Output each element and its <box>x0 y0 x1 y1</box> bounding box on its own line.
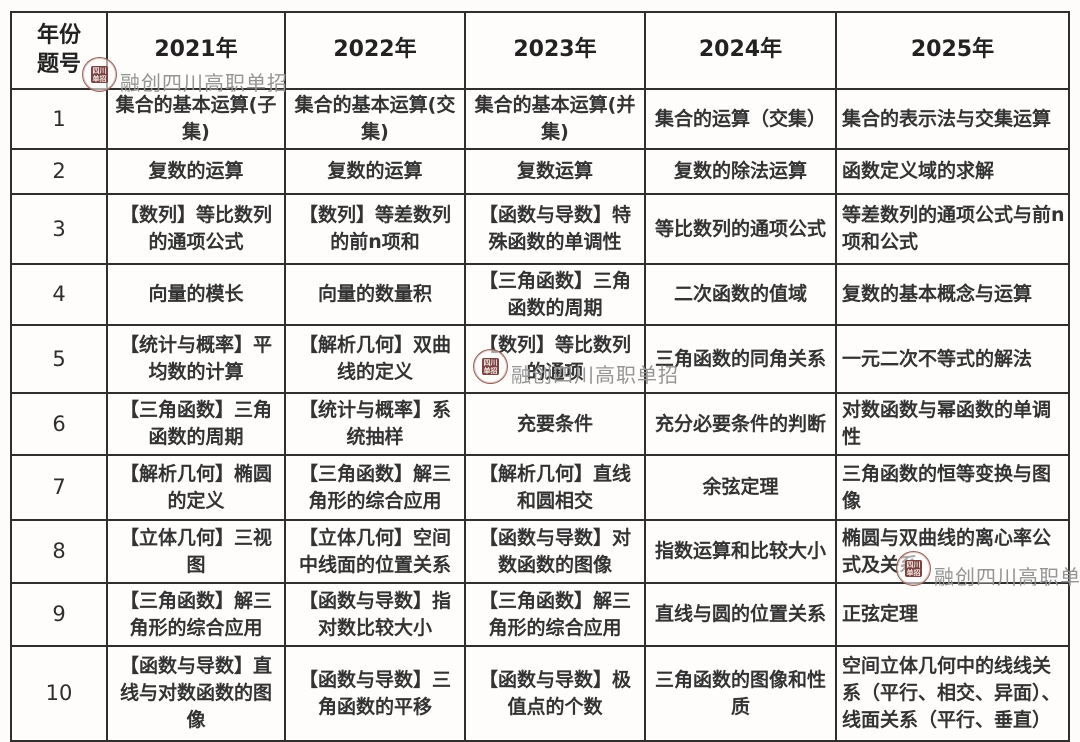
topic-cell: 【数列】等比数列的通项 <box>464 324 646 394</box>
table-row: 4 向量的模长 向量的数量积 【三角函数】三角函数的周期 二次函数的值域 复数的基本概念与… <box>10 263 1070 326</box>
year-header-2022: 2022年 <box>284 11 466 90</box>
topic-cell: 指数运算和比较大小 <box>644 519 837 584</box>
topic-cell: 三角函数的恒等变换与图像 <box>835 454 1070 521</box>
topic-cell: 【函数与导数】特殊函数的单调性 <box>464 193 646 265</box>
table-row: 2 复数的运算 复数的运算 复数运算 复数的除法运算 函数定义域的求解 <box>10 148 1070 195</box>
topic-cell: 充要条件 <box>464 392 646 456</box>
topic-cell: 三角函数的图像和性质 <box>644 645 837 742</box>
corner-label-question: 题号 <box>36 51 81 77</box>
topic-cell: 【解析几何】椭圆的定义 <box>106 454 286 521</box>
header-row: 年份 题号 2021年 2022年 2023年 2024年 2025年 <box>10 11 1070 90</box>
topic-cell: 复数的运算 <box>284 148 466 195</box>
topic-cell: 充分必要条件的判断 <box>644 392 837 456</box>
topic-cell: 等差数列的通项公式与前n项和公式 <box>835 193 1070 265</box>
topic-cell: 【三角函数】三角函数的周期 <box>106 392 286 456</box>
question-number-cell: 6 <box>10 392 108 456</box>
topic-cell: 直线与圆的位置关系 <box>644 582 837 647</box>
topic-cell: 【函数与导数】直线与对数函数的图像 <box>106 645 286 742</box>
question-number-cell: 2 <box>10 148 108 195</box>
topic-cell: 向量的数量积 <box>284 263 466 326</box>
topic-cell: 余弦定理 <box>644 454 837 521</box>
year-header-2023: 2023年 <box>464 11 646 90</box>
table-row: 5 【统计与概率】平均数的计算 【解析几何】双曲线的定义 【数列】等比数列的通项 三角函… <box>10 324 1070 394</box>
year-header-2021: 2021年 <box>106 11 286 90</box>
corner-label-year: 年份 <box>36 22 81 48</box>
topic-cell: 一元二次不等式的解法 <box>835 324 1070 394</box>
topic-cell: 【解析几何】双曲线的定义 <box>284 324 466 394</box>
question-number-cell: 1 <box>10 88 108 150</box>
topic-cell: 集合的基本运算(交集) <box>284 88 466 150</box>
year-header-2024: 2024年 <box>644 11 837 90</box>
topic-cell: 二次函数的值域 <box>644 263 837 326</box>
table-row: 8 【立体几何】三视图 【立体几何】空间中线面的位置关系 【函数与导数】对数函数的图像… <box>10 519 1070 584</box>
topic-cell: 【三角函数】三角函数的周期 <box>464 263 646 326</box>
topic-cell: 复数的除法运算 <box>644 148 837 195</box>
topic-cell: 函数定义域的求解 <box>835 148 1070 195</box>
question-number-cell: 5 <box>10 324 108 394</box>
topic-cell: 【立体几何】空间中线面的位置关系 <box>284 519 466 584</box>
topic-cell: 复数运算 <box>464 148 646 195</box>
topic-cell: 对数函数与幂函数的单调性 <box>835 392 1070 456</box>
table-row: 10 【函数与导数】直线与对数函数的图像 【函数与导数】三角函数的平移 【函数与导数】… <box>10 645 1070 742</box>
topic-cell: 【解析几何】直线和圆相交 <box>464 454 646 521</box>
table-row: 7 【解析几何】椭圆的定义 【三角函数】解三角形的综合应用 【解析几何】直线和圆相交余… <box>10 454 1070 521</box>
topic-cell: 【函数与导数】指对数比较大小 <box>284 582 466 647</box>
question-number-cell: 9 <box>10 582 108 647</box>
question-number-cell: 10 <box>10 645 108 742</box>
question-number-cell: 4 <box>10 263 108 326</box>
topic-cell: 复数的运算 <box>106 148 286 195</box>
topic-cell: 【数列】等比数列的通项公式 <box>106 193 286 265</box>
topic-cell: 【数列】等差数列的前n项和 <box>284 193 466 265</box>
year-header-2025: 2025年 <box>835 11 1070 90</box>
question-number-cell: 7 <box>10 454 108 521</box>
table-row: 1 集合的基本运算(子集) 集合的基本运算(交集) 集合的基本运算(并集) 集合的运算（… <box>10 88 1070 150</box>
topic-cell: 集合的运算（交集） <box>644 88 837 150</box>
topic-cell: 【统计与概率】系统抽样 <box>284 392 466 456</box>
topic-cell: 【三角函数】解三角形的综合应用 <box>284 454 466 521</box>
topic-cell: 【立体几何】三视图 <box>106 519 286 584</box>
topic-cell: 【函数与导数】极值点的个数 <box>464 645 646 742</box>
topic-cell: 【统计与概率】平均数的计算 <box>106 324 286 394</box>
corner-header-cell: 年份 题号 <box>10 11 108 90</box>
topic-cell: 集合的基本运算(子集) <box>106 88 286 150</box>
topic-cell: 集合的基本运算(并集) <box>464 88 646 150</box>
question-number-cell: 3 <box>10 193 108 265</box>
topic-cell: 椭圆与双曲线的离心率公式及关系 <box>835 519 1070 584</box>
topic-cell: 【三角函数】解三角形的综合应用 <box>106 582 286 647</box>
topic-cell: 三角函数的同角关系 <box>644 324 837 394</box>
topic-cell: 【三角函数】解三角形的综合应用 <box>464 582 646 647</box>
question-number-cell: 8 <box>10 519 108 584</box>
topic-cell: 【函数与导数】对数函数的图像 <box>464 519 646 584</box>
topic-cell: 等比数列的通项公式 <box>644 193 837 265</box>
topic-cell: 集合的表示法与交集运算 <box>835 88 1070 150</box>
topic-cell: 正弦定理 <box>835 582 1070 647</box>
table-row: 6 【三角函数】三角函数的周期 【统计与概率】系统抽样 充要条件 充分必要条件的判断 对数… <box>10 392 1070 456</box>
topic-cell: 复数的基本概念与运算 <box>835 263 1070 326</box>
table-row: 3 【数列】等比数列的通项公式 【数列】等差数列的前n项和 【函数与导数】特殊函数的单… <box>10 193 1070 265</box>
topic-cell: 空间立体几何中的线线关系（平行、相交、异面）、线面关系（平行、垂直） <box>835 645 1070 742</box>
topic-cell: 【函数与导数】三角函数的平移 <box>284 645 466 742</box>
table-row: 9 【三角函数】解三角形的综合应用 【函数与导数】指对数比较大小 【三角函数】解三角形… <box>10 582 1070 647</box>
exam-topics-table: 年份 题号 2021年 2022年 2023年 2024年 2025年 1 集合的… <box>10 11 1070 742</box>
table-body: 1 集合的基本运算(子集) 集合的基本运算(交集) 集合的基本运算(并集) 集合的运算（… <box>10 88 1070 742</box>
topic-cell: 向量的模长 <box>106 263 286 326</box>
